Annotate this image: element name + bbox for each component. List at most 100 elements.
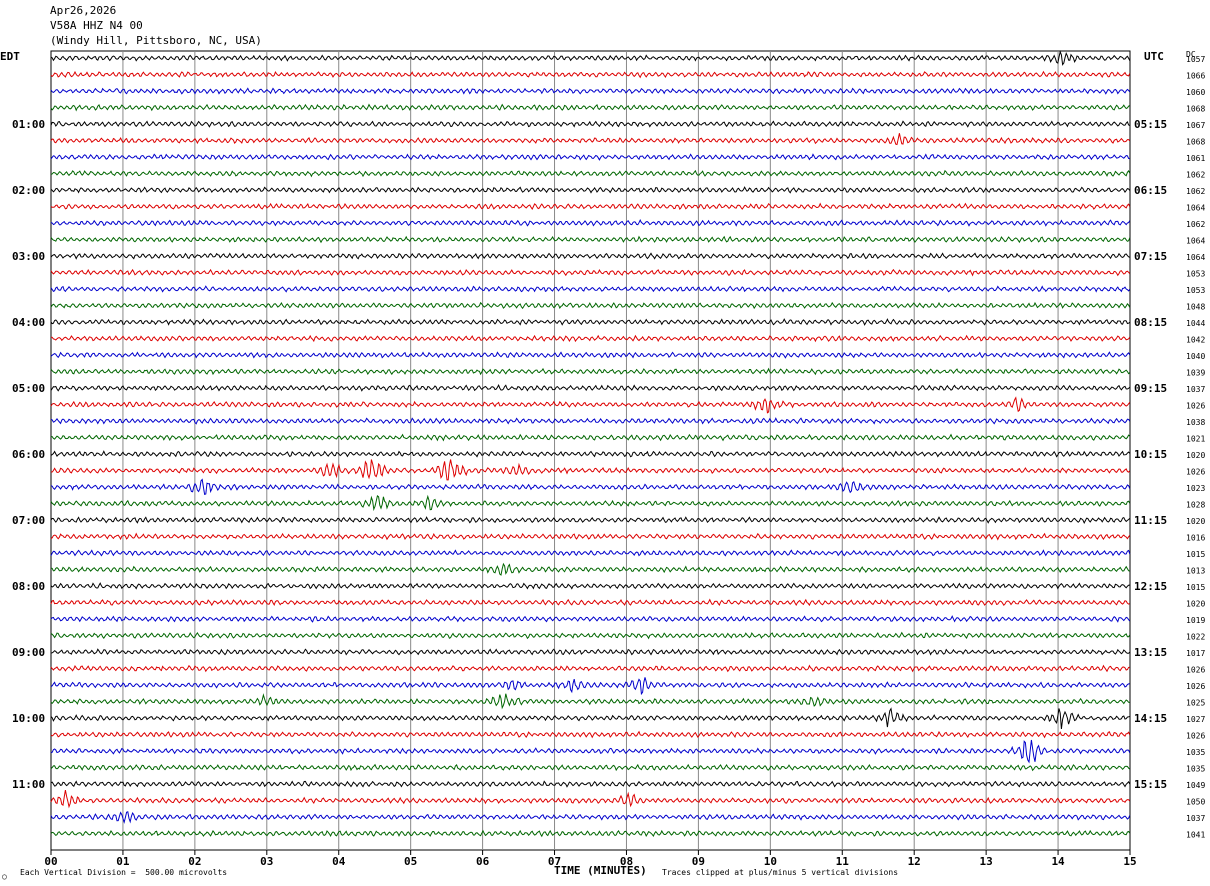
dc-offset-label: 1064 — [1186, 237, 1205, 246]
x-tick-label: 02 — [188, 855, 201, 868]
trace-line — [50, 268, 1131, 277]
trace-line — [50, 384, 1131, 392]
x-tick-label: 04 — [332, 855, 346, 868]
left-hour-label: 02:00 — [12, 184, 45, 197]
trace-line — [50, 763, 1131, 772]
trace-line — [50, 235, 1131, 244]
trace-line — [50, 790, 1131, 809]
dc-offset-label: 1053 — [1186, 270, 1205, 279]
right-timezone-label: UTC — [1144, 50, 1164, 63]
trace-line — [50, 218, 1131, 227]
dc-offset-label: 1035 — [1186, 748, 1205, 757]
dc-offset-label: 1026 — [1186, 402, 1205, 411]
dc-offset-label: 1020 — [1186, 451, 1205, 460]
dc-offset-label: 1040 — [1186, 352, 1205, 361]
trace-line — [50, 396, 1131, 414]
dc-offset-label: 1020 — [1186, 600, 1205, 609]
dc-offset-label: 1016 — [1186, 534, 1205, 543]
trace-line — [50, 494, 1131, 512]
x-tick-label: 06 — [476, 855, 490, 868]
left-hour-label: 07:00 — [12, 514, 45, 527]
left-hour-label: 09:00 — [12, 646, 45, 659]
trace-line — [50, 478, 1131, 496]
right-hour-label: 06:15 — [1134, 184, 1167, 197]
dc-offset-label: 1017 — [1186, 649, 1205, 658]
x-tick-label: 07 — [548, 855, 561, 868]
trace-line — [50, 707, 1130, 730]
dc-offset-label: 1042 — [1186, 336, 1205, 345]
trace-line — [51, 459, 1131, 481]
trace-line — [50, 631, 1131, 640]
dc-offset-label: 1022 — [1186, 633, 1205, 642]
trace-line — [50, 186, 1131, 194]
trace-line — [50, 730, 1131, 739]
right-hour-label: 11:15 — [1134, 514, 1167, 527]
dc-offset-label: 1062 — [1186, 220, 1205, 229]
dc-offset-label: 1048 — [1186, 303, 1205, 312]
trace-line — [50, 598, 1130, 607]
right-hour-label: 09:15 — [1134, 382, 1167, 395]
dc-offset-label: 1026 — [1186, 468, 1205, 477]
x-tick-label: 13 — [980, 855, 993, 868]
trace-line — [50, 351, 1131, 359]
left-hour-label: 04:00 — [12, 316, 45, 329]
dc-offset-label: 1039 — [1186, 369, 1205, 378]
dc-offset-label: 1023 — [1186, 484, 1205, 493]
left-hour-label: 01:00 — [12, 118, 45, 131]
corner-mark: ○ — [2, 872, 7, 881]
trace-line — [50, 450, 1131, 458]
dc-offset-label: 1026 — [1186, 732, 1205, 741]
trace-line — [50, 133, 1131, 146]
dc-offset-label: 1041 — [1186, 831, 1205, 840]
dc-offset-label: 1068 — [1186, 138, 1205, 147]
header-date: Apr26,2026 — [50, 4, 117, 17]
dc-offset-label: 1020 — [1186, 517, 1205, 526]
scale-note: Each Vertical Division = 500.00 microvol… — [20, 868, 228, 877]
dc-offset-label: 1037 — [1186, 385, 1205, 394]
dc-offset-label: 1057 — [1186, 55, 1205, 64]
right-hour-label: 14:15 — [1134, 712, 1167, 725]
dc-offset-label: 1067 — [1186, 121, 1205, 130]
trace-line — [50, 301, 1131, 310]
dc-offset-label: 1019 — [1186, 616, 1205, 625]
dc-offset-label: 1013 — [1186, 567, 1205, 576]
x-tick-label: 05 — [404, 855, 417, 868]
trace-line — [50, 50, 1131, 66]
x-tick-label: 00 — [44, 855, 57, 868]
trace-line — [50, 811, 1131, 824]
trace-line — [50, 549, 1131, 557]
dc-offset-label: 1053 — [1186, 286, 1205, 295]
dc-offset-label: 1015 — [1186, 583, 1205, 592]
trace-line — [50, 318, 1131, 326]
dc-offset-label: 1027 — [1186, 715, 1205, 724]
dc-column-label: DC — [1186, 50, 1196, 59]
right-hour-label: 08:15 — [1134, 316, 1167, 329]
dc-offset-label: 1060 — [1186, 88, 1205, 97]
trace-line — [50, 103, 1131, 112]
dc-offset-label: 1064 — [1186, 253, 1205, 262]
x-tick-label: 01 — [116, 855, 130, 868]
trace-line — [50, 677, 1130, 696]
dc-offset-label: 1035 — [1186, 765, 1205, 774]
trace-line — [51, 433, 1131, 442]
left-hour-label: 11:00 — [12, 778, 45, 791]
dc-offset-label: 1068 — [1186, 105, 1205, 114]
trace-line — [50, 780, 1131, 788]
dc-offset-label: 1050 — [1186, 798, 1205, 807]
trace-line — [50, 829, 1131, 838]
trace-line — [50, 120, 1131, 128]
x-tick-label: 12 — [908, 855, 921, 868]
trace-line — [50, 70, 1131, 79]
header-location: (Windy Hill, Pittsboro, NC, USA) — [50, 34, 262, 47]
x-tick-label: 14 — [1051, 855, 1065, 868]
right-hour-label: 10:15 — [1134, 448, 1167, 461]
right-hour-label: 15:15 — [1134, 778, 1167, 791]
right-hour-label: 07:15 — [1134, 250, 1167, 263]
dc-offset-label: 1044 — [1186, 319, 1205, 328]
left-hour-label: 10:00 — [12, 712, 45, 725]
left-hour-label: 06:00 — [12, 448, 45, 461]
x-axis-title: TIME (MINUTES) — [554, 864, 647, 877]
trace-line — [50, 367, 1131, 376]
trace-line — [50, 582, 1130, 590]
